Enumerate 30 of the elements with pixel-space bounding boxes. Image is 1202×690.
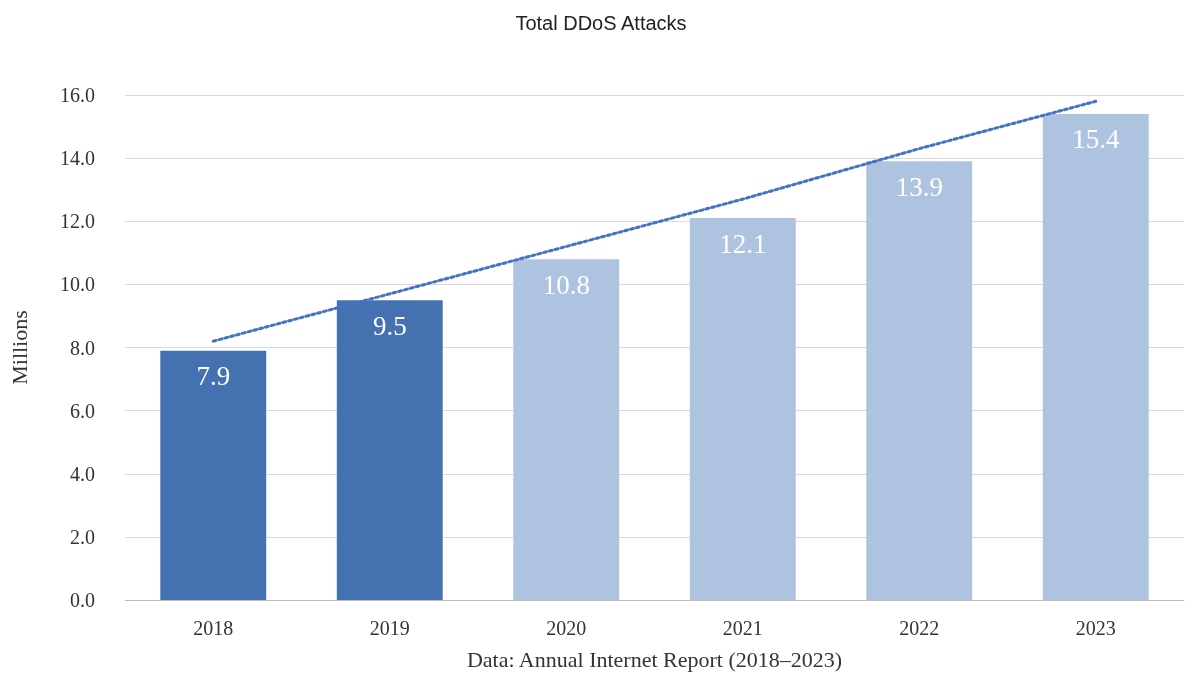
- data-label: 13.9: [895, 171, 943, 202]
- data-label: 10.8: [542, 269, 590, 300]
- y-tick-label: 6.0: [70, 399, 95, 422]
- bar: [866, 161, 973, 600]
- x-tick-label: 2019: [369, 617, 410, 639]
- bar: [689, 218, 796, 600]
- x-tick-label: 2020: [546, 617, 587, 639]
- y-tick-label: 8.0: [70, 336, 95, 359]
- y-axis-title: Millions: [6, 310, 32, 385]
- x-tick-label: 2021: [722, 617, 763, 639]
- chart-title: Total DDoS Attacks: [515, 12, 687, 34]
- data-label: 7.9: [196, 361, 231, 392]
- x-tick-label: 2018: [193, 617, 234, 639]
- bar: [160, 350, 267, 600]
- bar: [513, 259, 620, 600]
- y-tick-label: 2.0: [70, 525, 95, 548]
- y-tick-label: 14.0: [60, 147, 95, 170]
- bar: [1042, 113, 1149, 600]
- x-tick-label: 2022: [899, 617, 940, 639]
- data-label: 15.4: [1072, 124, 1120, 155]
- y-tick-label: 16.0: [60, 84, 95, 106]
- y-tick-label: 10.0: [60, 273, 95, 296]
- y-tick-label: 4.0: [70, 462, 95, 485]
- x-axis-title: Data: Annual Internet Report (2018–2023): [466, 646, 843, 672]
- data-label: 9.5: [372, 310, 407, 341]
- bar: [336, 300, 443, 600]
- y-tick-label: 12.0: [60, 210, 95, 233]
- x-tick-label: 2023: [1075, 617, 1116, 639]
- data-label: 12.1: [719, 228, 767, 259]
- y-tick-label: 0.0: [70, 589, 95, 611]
